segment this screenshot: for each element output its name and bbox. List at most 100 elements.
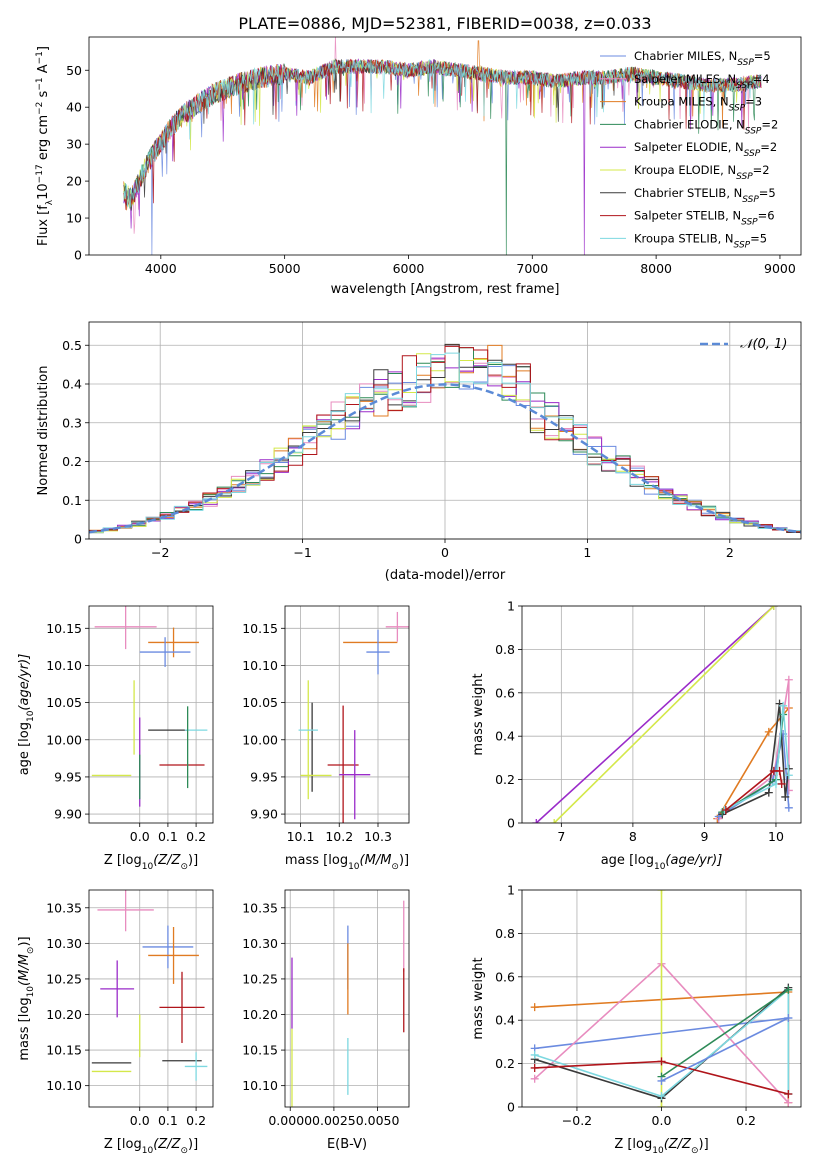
series-line-chabrier_miles: [661, 1017, 789, 1082]
x-tick-label: 0: [441, 545, 449, 560]
errorbar-salpeter_elodie: [339, 730, 371, 820]
series-marker-chabrier_stelib: [781, 792, 790, 801]
axes-frame: [284, 605, 410, 824]
panel-spectrum: 4000 5000 6000 7000 8000 9000 0 10 20 30 40 50 wavel…: [35, 36, 802, 297]
errorbar-salpeter_miles: [97, 890, 154, 932]
y-tick-label: 10.15: [46, 621, 82, 636]
series-line-chabrier_elodie: [661, 989, 789, 1078]
y-tick-label: 10.35: [242, 900, 278, 915]
y-tick-label: 0: [507, 816, 515, 831]
errorbar-kroupa_miles: [148, 926, 199, 984]
x-tick-label: 7: [557, 829, 565, 844]
series-marker-salpeter_stelib: [775, 766, 784, 775]
y-tick-label: 9.95: [54, 769, 82, 784]
y-tick-label: 10.00: [46, 732, 82, 747]
errorbar-salpeter_stelib: [327, 705, 359, 823]
series-marker-salpeter_stelib: [777, 779, 786, 788]
y-tick-label: 10.20: [242, 1007, 278, 1022]
series-marker-kroupa_stelib: [779, 701, 788, 710]
spectrum-line-salpeter_stelib: [123, 58, 762, 210]
y-axis-label: mass weight: [471, 673, 486, 755]
y-tick-label: 10.10: [242, 1078, 278, 1093]
errorbar-salpeter_miles: [385, 611, 409, 642]
y-tick-label: 0.3: [62, 415, 82, 430]
panel-massweight_vs_age: 7 8 9 10 0 0.2 0.4 0.6 0.8 1 age [log10(age/yr)] ma…: [471, 599, 802, 872]
x-axis-label: Z [log10(Z/Z⊙)]: [614, 1137, 708, 1156]
y-tick-label: 9.90: [54, 807, 82, 822]
errorbar-kroupa_miles: [148, 627, 199, 658]
y-tick-label: 0.2: [495, 772, 515, 787]
series-marker-kroupa_elodie: [769, 606, 778, 610]
x-tick-label: 10.2: [325, 829, 353, 844]
y-tick-label: 10.00: [242, 732, 278, 747]
x-tick-label: 9: [700, 829, 708, 844]
series-line-kroupa_stelib: [724, 705, 790, 811]
x-axis-label: Z [log10(Z/Z⊙)]: [104, 1137, 198, 1156]
errorbar-salpeter_miles: [94, 606, 157, 650]
series-marker-kroupa_elodie: [657, 890, 666, 894]
y-tick-label: 0.4: [495, 729, 515, 744]
errorbar-salpeter_elodie: [100, 960, 135, 1018]
x-tick-label: 9000: [764, 261, 796, 276]
y-tick-label: 10.15: [242, 1043, 278, 1058]
spectrum-line-kroupa_stelib: [123, 59, 762, 209]
y-tick-label: 10.05: [46, 695, 82, 710]
y-tick-label: 1: [507, 883, 515, 898]
y-tick-label: 10.30: [46, 936, 82, 951]
errorbar-chabrier_miles: [139, 637, 191, 667]
y-axis-label: mass weight: [471, 957, 486, 1039]
y-tick-label: 9.90: [250, 807, 278, 822]
y-axis-label: age [log10(age/yr)]: [17, 654, 36, 776]
series-marker-salpeter_stelib: [721, 805, 730, 814]
legend-label-chabrier_miles: Chabrier MILES, NSSP=5: [634, 49, 771, 68]
series-line-salpeter_elodie: [535, 606, 775, 823]
legend-label-normal: 𝒩(0, 1): [740, 337, 787, 352]
x-tick-label: 0.0050: [356, 1113, 400, 1128]
y-tick-label: 9.95: [250, 769, 278, 784]
series-marker-kroupa_miles: [764, 727, 773, 736]
plot-area: [91, 890, 208, 1081]
y-tick-label: 10.15: [242, 621, 278, 636]
x-tick-label: 7000: [516, 261, 548, 276]
x-tick-label: 0.0: [652, 1113, 672, 1128]
y-tick-label: 10.20: [46, 1007, 82, 1022]
errorbar-chabrier_miles: [142, 925, 194, 969]
errorbar-salpeter_stelib: [159, 971, 205, 1043]
y-tick-label: 20: [66, 174, 82, 189]
y-tick-label: 10.35: [46, 900, 82, 915]
panel-age_vs_mass: 10.1 10.2 10.3 9.90 9.95 10.00 10.05 10.10 10.15…: [242, 605, 410, 872]
y-tick-label: 50: [66, 63, 82, 78]
y-tick-label: 0: [507, 1100, 515, 1115]
y-tick-label: 10.10: [242, 658, 278, 673]
x-tick-label: 1: [583, 545, 591, 560]
y-tick-label: 0.5: [62, 338, 82, 353]
y-tick-label: 30: [66, 137, 82, 152]
series-marker-salpeter_stelib: [657, 1057, 666, 1066]
y-tick-label: 0.4: [62, 377, 82, 392]
series-marker-kroupa_stelib: [657, 1092, 666, 1101]
series-marker-chabrier_miles: [784, 803, 793, 812]
axes-frame: [521, 605, 802, 824]
y-tick-label: 0.1: [62, 493, 82, 508]
series-marker-chabrier_miles: [657, 1076, 666, 1085]
legend: Chabrier MILES, NSSP=5 Salpeter MILES, NS…: [600, 49, 778, 250]
legend-label-salpeter_miles: Salpeter MILES, NSSP=4: [634, 72, 770, 91]
series-marker-chabrier_miles: [784, 1014, 793, 1023]
plot-area: [298, 611, 409, 823]
plot-area: [532, 606, 793, 823]
x-tick-label: 0.2: [186, 829, 206, 844]
x-axis-label: E(B-V): [327, 1137, 367, 1152]
legend-label-kroupa_miles: Kroupa MILES, NSSP=3: [634, 95, 762, 114]
errorbar-chabrier_miles: [366, 629, 390, 675]
spectrum-line-salpeter_miles: [123, 37, 762, 234]
x-tick-label: 10: [768, 829, 784, 844]
y-tick-label: 10: [66, 211, 82, 226]
x-tick-label: 10.1: [287, 829, 315, 844]
axes-frame: [88, 36, 802, 256]
x-tick-label: 0.0025: [312, 1113, 356, 1128]
legend-label-chabrier_stelib: Chabrier STELIB, NSSP=5: [634, 186, 776, 205]
y-tick-label: 0: [74, 248, 82, 263]
x-tick-label: 0.1: [158, 829, 178, 844]
series-marker-kroupa_stelib: [784, 771, 793, 780]
